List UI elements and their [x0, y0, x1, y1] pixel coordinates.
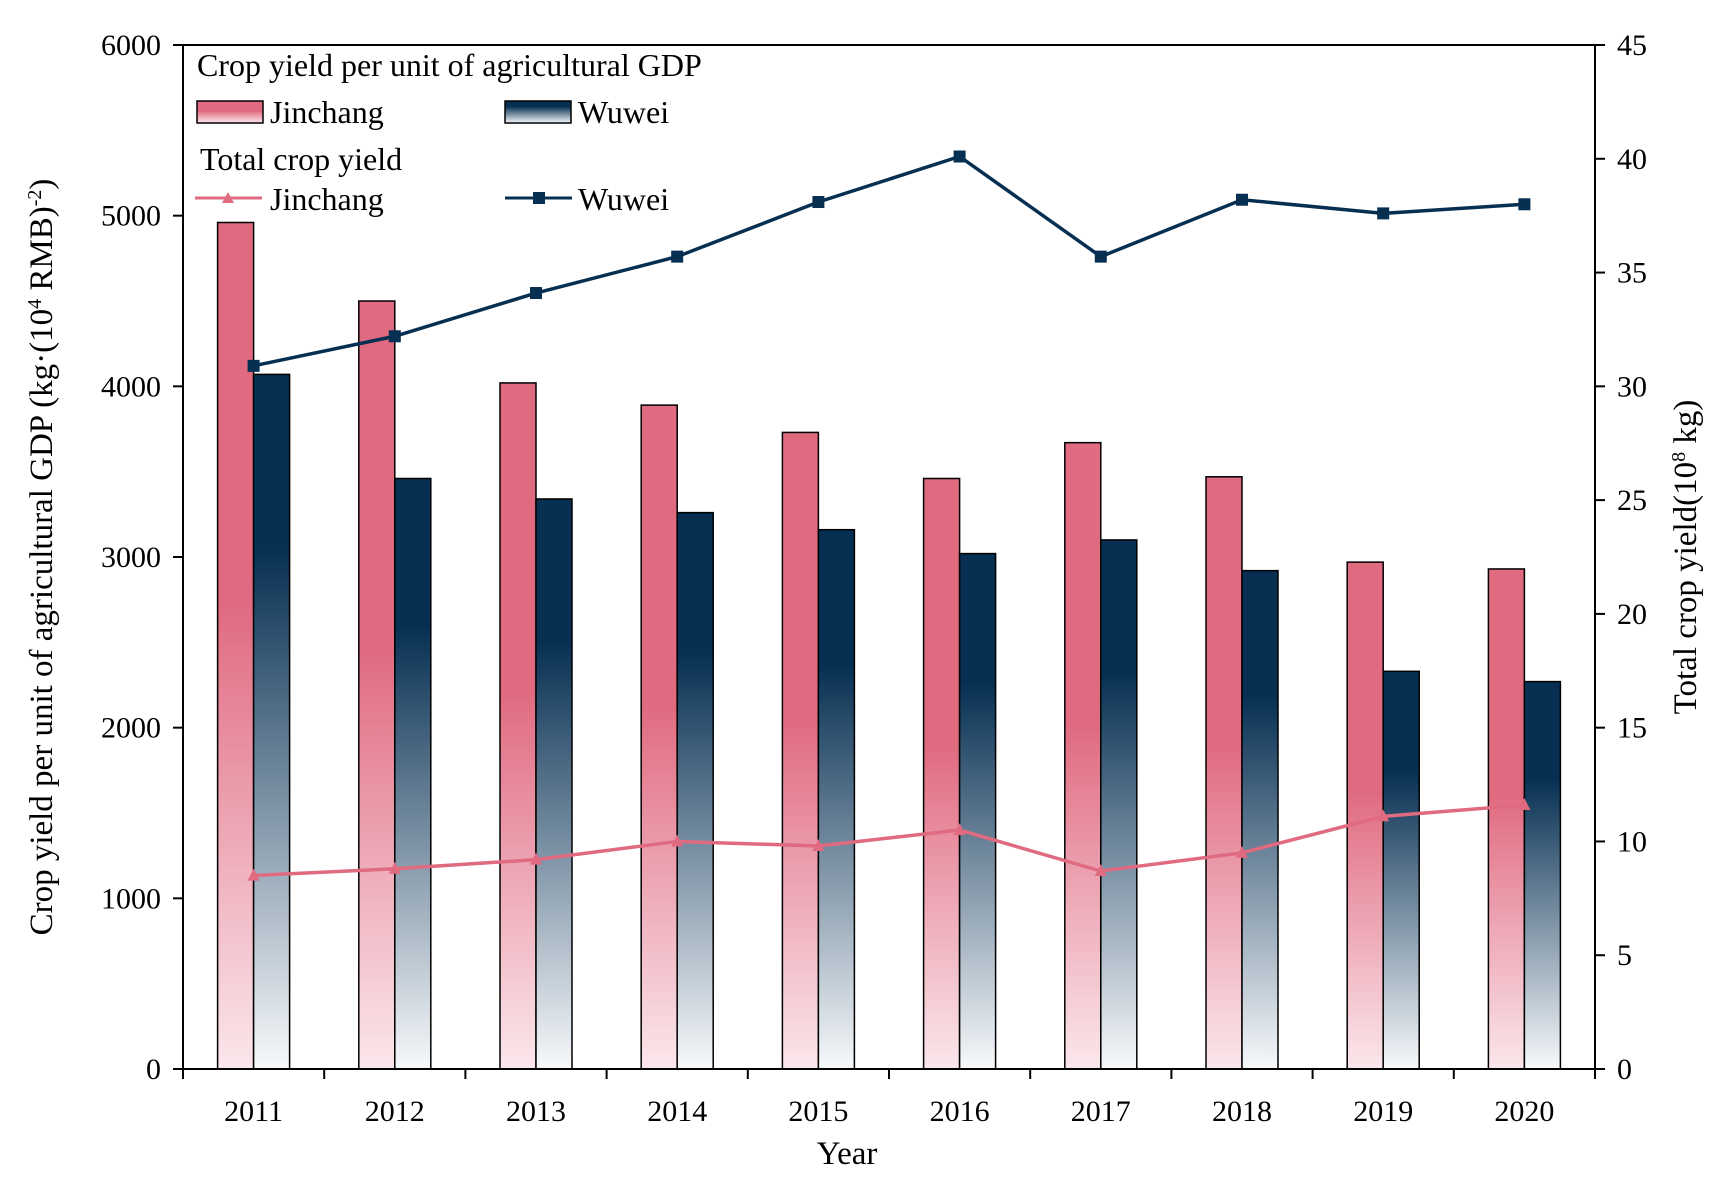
legend-label-jinchang-bar: Jinchang: [270, 94, 384, 130]
x-tick-label: 2018: [1212, 1095, 1272, 1128]
right-tick-label: 15: [1617, 712, 1647, 745]
legend-marker-jinchang: [222, 192, 234, 203]
legend-swatch-wuwei-bar: [504, 100, 572, 124]
x-tick-label: 2012: [365, 1095, 425, 1128]
right-tick-label: 30: [1617, 370, 1647, 403]
x-tick-label: 2014: [647, 1095, 707, 1128]
legend-label-jinchang-line: Jinchang: [270, 181, 384, 217]
right-tick-label: 20: [1617, 598, 1647, 631]
right-axis: 0 5 10 15 20 25 30 35 40 45: [1595, 29, 1647, 1086]
bar-jinchang-2011: [216, 221, 255, 1070]
x-tick-label: 2016: [930, 1095, 990, 1128]
bar-wuwei-2012: [394, 477, 432, 1070]
bar-jinchang-2012: [358, 300, 396, 1070]
bar-wuwei-2018: [1241, 569, 1279, 1070]
legend-label-wuwei-bar: Wuwei: [578, 94, 669, 130]
left-tick-label: 1000: [101, 882, 161, 915]
bar-jinchang-2014: [640, 404, 678, 1070]
x-tick-label: 2015: [788, 1095, 848, 1128]
point-wuwei-2017: [1094, 250, 1107, 263]
point-wuwei-2016: [953, 150, 966, 163]
left-tick-label: 2000: [101, 712, 161, 745]
right-tick-label: 25: [1617, 484, 1647, 517]
right-tick-label: 0: [1617, 1053, 1632, 1086]
point-wuwei-2020: [1518, 198, 1531, 211]
x-axis: 2011 2012 2013 2014 2015 2016 2017 2018 2019 2020: [182, 1069, 1596, 1128]
x-tick-label: 2019: [1353, 1095, 1413, 1128]
bar-jinchang-2020: [1487, 568, 1526, 1070]
point-jinchang-2015: [812, 838, 825, 851]
point-jinchang-2014: [671, 834, 684, 847]
point-wuwei-2018: [1236, 193, 1248, 206]
left-tick-label: 6000: [101, 29, 161, 62]
point-jinchang-2019: [1377, 809, 1390, 822]
point-jinchang-2016: [953, 823, 966, 836]
point-wuwei-2014: [671, 250, 684, 263]
x-tick-label: 2013: [506, 1095, 566, 1128]
lines-layer: [247, 150, 1531, 881]
x-tick-label: 2020: [1494, 1095, 1554, 1128]
left-tick-label: 5000: [101, 200, 161, 233]
bar-wuwei-2011: [252, 373, 291, 1070]
point-wuwei-2019: [1377, 207, 1390, 220]
x-tick-label: 2011: [224, 1095, 283, 1128]
bar-jinchang-2013: [499, 382, 537, 1070]
bar-jinchang-2015: [781, 431, 820, 1070]
right-tick-label: 5: [1617, 939, 1632, 972]
point-jinchang-2017: [1094, 864, 1107, 877]
bar-wuwei-2017: [1100, 539, 1138, 1070]
line-wuwei: [253, 154, 1525, 368]
legend-swatch-jinchang-bar: [196, 100, 264, 124]
bar-jinchang-2018: [1205, 476, 1243, 1070]
bars-layer: [216, 221, 1562, 1070]
point-jinchang-2018: [1236, 845, 1248, 858]
right-tick-label: 45: [1617, 29, 1647, 62]
bar-wuwei-2015: [817, 528, 856, 1070]
bar-jinchang-2017: [1064, 441, 1102, 1070]
legend-label-wuwei-line: Wuwei: [578, 181, 669, 217]
bar-wuwei-2019: [1382, 670, 1420, 1070]
bar-wuwei-2014: [676, 511, 714, 1070]
right-tick-label: 10: [1617, 825, 1647, 858]
right-tick-label: 35: [1617, 257, 1647, 290]
point-wuwei-2012: [388, 330, 401, 343]
right-axis-title: Total crop yield(108 kg): [1668, 400, 1704, 715]
bar-wuwei-2013: [535, 498, 573, 1070]
point-wuwei-2013: [530, 287, 542, 300]
point-jinchang-2020: [1518, 798, 1531, 811]
bar-wuwei-2016: [958, 552, 997, 1070]
legend-marker-wuwei: [533, 192, 545, 204]
point-wuwei-2015: [812, 196, 825, 209]
left-axis: 0 1000 2000 3000 4000 5000 6000: [101, 29, 183, 1086]
x-tick-label: 2017: [1071, 1095, 1131, 1128]
left-tick-label: 4000: [101, 370, 161, 403]
legend: Crop yield per unit of agricultural GDP …: [195, 47, 702, 217]
point-jinchang-2013: [530, 852, 542, 865]
line-jinchang: [253, 803, 1525, 878]
legend-bar-group-title: Crop yield per unit of agricultural GDP: [197, 47, 702, 83]
x-axis-title: Year: [817, 1136, 878, 1172]
left-axis-title: Crop yield per unit of agricultural GDP …: [24, 179, 60, 936]
point-jinchang-2011: [247, 868, 260, 881]
bar-wuwei-2020: [1523, 680, 1562, 1070]
point-jinchang-2012: [388, 861, 401, 874]
right-tick-label: 40: [1617, 143, 1647, 176]
left-tick-label: 0: [146, 1053, 161, 1086]
legend-line-group-title: Total crop yield: [200, 141, 402, 177]
bar-jinchang-2016: [922, 477, 961, 1070]
point-wuwei-2011: [247, 359, 260, 372]
bar-jinchang-2019: [1346, 561, 1384, 1070]
left-tick-label: 3000: [101, 541, 161, 574]
